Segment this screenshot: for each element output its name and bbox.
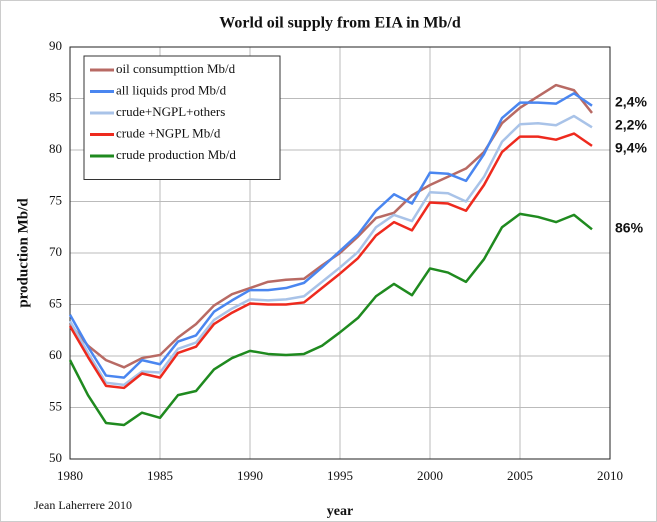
x-tick-label: 2005 (507, 468, 533, 483)
legend-label: all liquids prod Mb/d (116, 82, 227, 97)
x-tick-label: 1980 (57, 468, 83, 483)
x-tick-label: 2010 (597, 468, 623, 483)
series-line (68, 132, 593, 390)
legend-label: crude production Mb/d (116, 147, 236, 162)
y-tick-label: 55 (49, 398, 62, 413)
chart-title: World oil supply from EIA in Mb/d (219, 15, 461, 32)
y-tick-label: 80 (49, 141, 62, 156)
series-line (68, 92, 593, 379)
y-tick-label: 90 (49, 38, 62, 53)
legend-label: crude+NGPL+others (116, 104, 225, 119)
x-axis-label: year (327, 504, 353, 519)
y-axis-label: production Mb/d (15, 198, 31, 308)
x-tick-label: 1995 (327, 468, 353, 483)
x-tick-label: 1990 (237, 468, 263, 483)
annotation: 2,2% (615, 117, 647, 133)
y-tick-label: 60 (49, 347, 62, 362)
x-tick-label: 2000 (417, 468, 443, 483)
series-line (68, 212, 593, 427)
legend-box (83, 55, 281, 180)
y-tick-label: 50 (49, 450, 62, 465)
legend-label: oil consumpttion Mb/d (116, 61, 236, 76)
x-tick-label: 1985 (147, 468, 173, 483)
series-line (68, 114, 593, 387)
plot-border (69, 46, 611, 460)
y-tick-label: 75 (49, 192, 62, 207)
y-tick-label: 70 (49, 244, 62, 259)
annotation: 2,4% (615, 94, 647, 110)
y-tick-label: 65 (49, 295, 62, 310)
legend-label: crude +NGPL Mb/d (116, 125, 221, 140)
annotation: 86% (615, 220, 644, 236)
credit: Jean Laherrere 2010 (34, 498, 132, 512)
annotation: 9,4% (615, 140, 647, 156)
y-tick-label: 85 (49, 89, 62, 104)
